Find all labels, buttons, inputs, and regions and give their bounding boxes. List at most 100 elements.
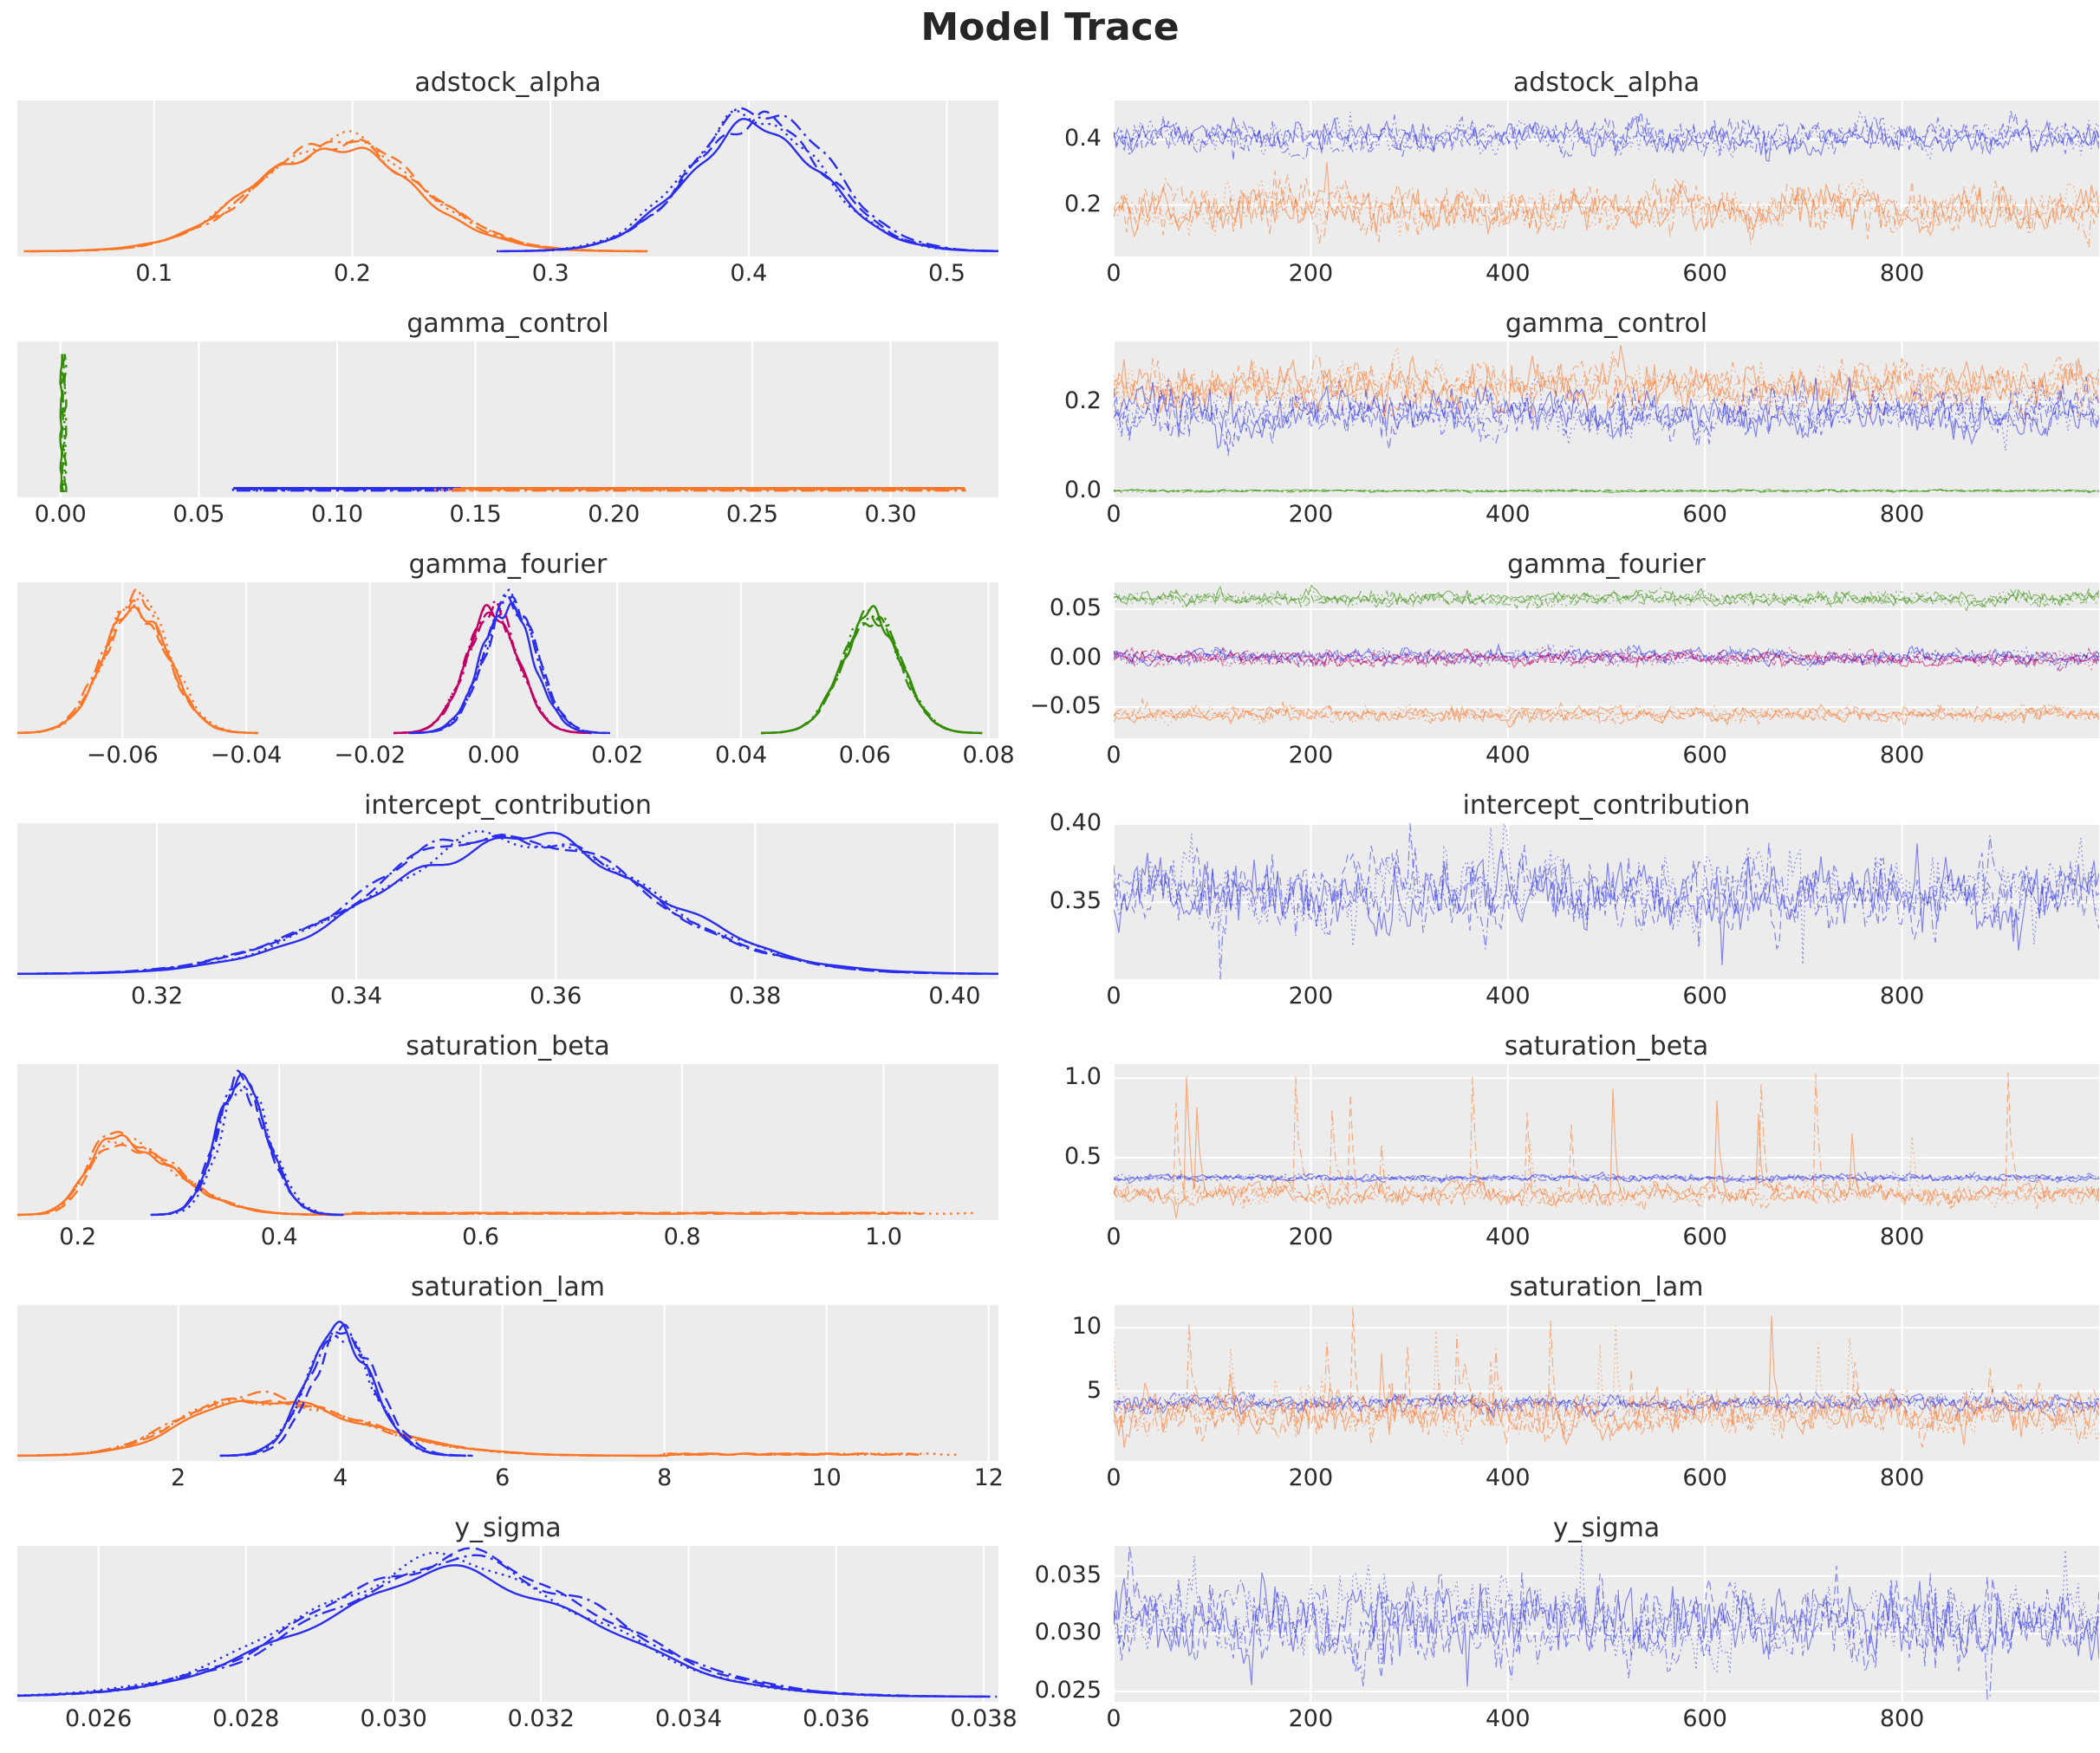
- kde-subplot: gamma_control 0.00 0.05 0.10 0.15 0.20 0.25 0.3…: [0, 302, 1050, 542]
- kde-canvas: [17, 823, 998, 979]
- trace-line: [1114, 359, 2099, 425]
- x-axis-ticks: −0.06 −0.04 −0.02 0.00 0.02 0.04 0.06 0.08: [17, 740, 1015, 775]
- kde-curve: [219, 1332, 466, 1458]
- x-axis-ticks: 2 4 6 8 10 12: [17, 1463, 1004, 1497]
- trace-canvas: [1114, 1305, 2099, 1461]
- figure-title: Model Trace: [920, 5, 1180, 49]
- kde-spike: [63, 354, 68, 493]
- subplot-row-intercept_contribution: intercept_contribution 0.32 0.34 0.36 0.38 0.…: [0, 783, 2100, 1024]
- trace-line: [1114, 114, 2099, 159]
- kde-curve: [17, 1554, 998, 1698]
- trace-canvas: [1114, 582, 2099, 738]
- x-tick-label: 400: [1486, 1464, 1531, 1491]
- trace-panel: [1114, 582, 2099, 738]
- y-tick-label: 0.2: [1064, 190, 1102, 218]
- subplot-row-adstock_alpha: adstock_alpha 0.1 0.2 0.3 0.4 0.5 adstock_alph…: [0, 61, 2100, 302]
- x-tick-label: 0.05: [172, 501, 225, 528]
- kde-curve: [29, 140, 648, 253]
- kde-curve: [19, 1143, 915, 1217]
- kde-curve: [17, 833, 998, 975]
- x-tick-label: 0.4: [260, 1224, 298, 1250]
- x-tick-label: 200: [1288, 1705, 1334, 1732]
- x-tick-label: 400: [1486, 501, 1531, 528]
- kde-subplot: adstock_alpha 0.1 0.2 0.3 0.4 0.5: [0, 61, 1050, 302]
- kde-panel: [17, 823, 998, 979]
- x-tick-label: 600: [1682, 260, 1727, 287]
- subplot-row-y_sigma: y_sigma 0.026 0.028 0.030 0.032 0.034 0.036 0.0…: [0, 1506, 2100, 1747]
- trace-canvas: [1114, 101, 2099, 256]
- trace-line: [1114, 643, 2099, 668]
- x-tick-label: 0.038: [950, 1705, 1017, 1732]
- x-tick-label: 0: [1106, 260, 1122, 287]
- trace-line: [1114, 488, 2099, 494]
- kde-curve: [17, 588, 257, 735]
- trace-line: [1114, 376, 2099, 457]
- x-tick-label: 6: [495, 1464, 510, 1491]
- x-tick-label: 0.00: [34, 501, 87, 528]
- kde-curve: [17, 606, 259, 735]
- kde-curve: [17, 1547, 991, 1698]
- x-tick-label: 600: [1682, 1224, 1727, 1250]
- x-tick-label: 12: [973, 1464, 1004, 1491]
- trace-subplot: y_sigma 0.035 0.030 0.025 0 200 400 600 800: [1035, 1506, 2100, 1747]
- x-tick-label: 600: [1682, 742, 1727, 769]
- x-axis-ticks: 0 200 400 600 800: [1106, 981, 2099, 1016]
- trace-line: [1114, 584, 2099, 608]
- trace-subplot: gamma_control 0.2 0.0 0 200 400 600 800: [1050, 302, 2100, 542]
- kde-curve: [17, 834, 998, 975]
- y-axis-ticks: 10 5: [1050, 1305, 1107, 1461]
- trace-line: [1114, 1321, 2099, 1445]
- subplot-title: gamma_fourier: [1507, 549, 1706, 580]
- kde-curve: [17, 1551, 978, 1698]
- x-tick-label: 0.8: [663, 1224, 701, 1250]
- x-tick-label: 800: [1879, 983, 1925, 1010]
- subplot-row-gamma_control: gamma_control 0.00 0.05 0.10 0.15 0.20 0.25 0.3…: [0, 302, 2100, 542]
- trace-line: [1114, 1171, 2099, 1184]
- x-tick-label: 400: [1486, 260, 1531, 287]
- trace-line: [1114, 846, 2099, 951]
- kde-curve: [155, 1087, 347, 1217]
- kde-curve: [17, 599, 258, 735]
- kde-curve: [17, 1564, 987, 1698]
- trace-line: [1114, 704, 2099, 728]
- x-tick-label: 0.38: [729, 983, 782, 1010]
- y-axis-ticks: 0.4 0.2: [1050, 101, 1107, 256]
- trace-subplot: adstock_alpha 0.4 0.2 0 200 400 600 800: [1050, 61, 2100, 302]
- subplot-row-saturation_beta: saturation_beta 0.2 0.4 0.6 0.8 1.0 saturation…: [0, 1024, 2100, 1265]
- kde-curve: [17, 831, 998, 975]
- subplot-title: intercept_contribution: [1462, 790, 1751, 821]
- x-tick-label: 0: [1106, 742, 1122, 769]
- kde-curve: [393, 601, 592, 735]
- trace-line: [1114, 488, 2099, 494]
- trace-line: [1114, 1074, 2099, 1208]
- x-tick-label: 600: [1682, 501, 1727, 528]
- trace-canvas: [1114, 1546, 2099, 1702]
- x-tick-label: 0.1: [135, 260, 173, 287]
- y-tick-label: 0.0: [1064, 476, 1102, 503]
- x-tick-label: 0.036: [803, 1705, 870, 1732]
- trace-subplot: gamma_fourier 0.05 0.00 −0.05 0 200 400 600 800: [1030, 542, 2100, 783]
- subplot-title: y_sigma: [1552, 1513, 1661, 1543]
- subplot-row-saturation_lam: saturation_lam 2 4 6 8 10 12 saturation_lam 10 5 0…: [0, 1265, 2100, 1506]
- y-tick-label: 0.4: [1064, 125, 1102, 152]
- trace-panel: [1114, 1064, 2099, 1220]
- kde-panel: [17, 101, 998, 256]
- subplot-title: adstock_alpha: [1512, 68, 1700, 98]
- y-axis-ticks: 0.40 0.35: [1050, 809, 1107, 979]
- kde-curve: [17, 1138, 975, 1217]
- x-tick-label: 0.04: [715, 742, 768, 769]
- x-tick-label: −0.02: [334, 742, 406, 769]
- kde-curve: [412, 588, 609, 735]
- x-tick-label: 8: [657, 1464, 673, 1491]
- x-tick-label: 0.028: [212, 1705, 280, 1732]
- y-tick-label: 0.030: [1034, 1619, 1102, 1646]
- y-axis-ticks: 0.035 0.030 0.025: [1035, 1546, 1107, 1704]
- x-tick-label: 200: [1288, 260, 1334, 287]
- trace-line: [1114, 843, 2099, 965]
- y-tick-label: 10: [1071, 1313, 1102, 1341]
- y-axis-ticks: 1.0 0.5: [1050, 1063, 1107, 1220]
- y-tick-label: 0.35: [1049, 887, 1102, 915]
- kde-curve: [410, 593, 608, 735]
- subplot-title: intercept_contribution: [364, 790, 652, 821]
